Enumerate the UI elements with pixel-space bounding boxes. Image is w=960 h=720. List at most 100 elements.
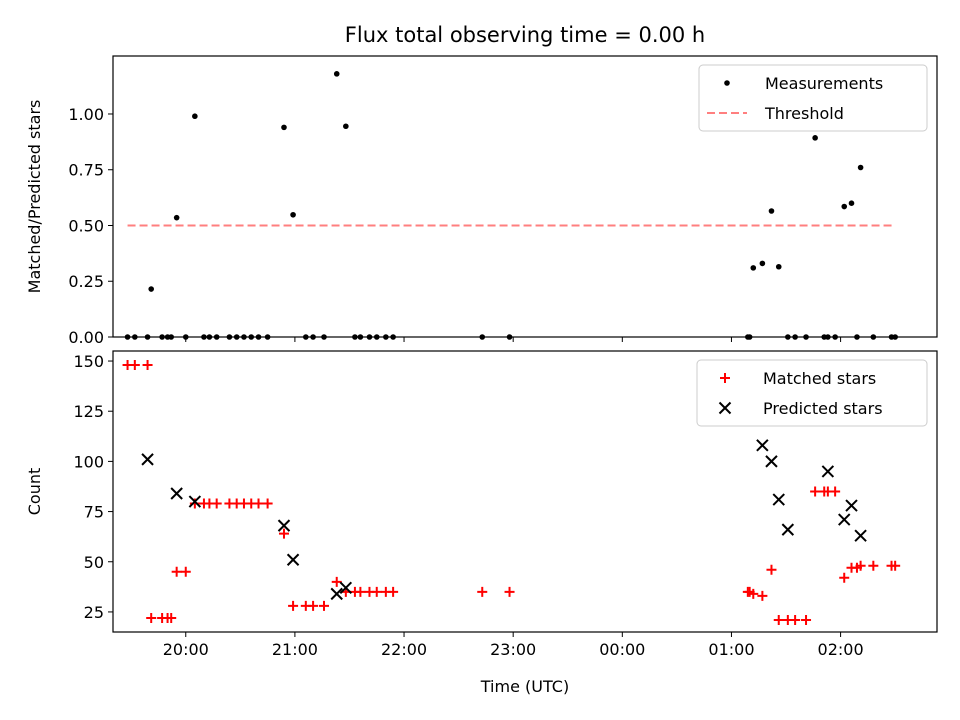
top-panel: 0.00 0.25 0.50 0.75 1.00 Matched/Predicted st… (25, 55, 938, 347)
measurement-point (746, 334, 753, 340)
matched-star-point (757, 590, 768, 601)
measurement-point (812, 135, 818, 141)
measurement-point (343, 123, 349, 130)
predicted-star-point (756, 439, 769, 452)
measurement-point (226, 334, 233, 340)
measurement-point (506, 334, 513, 340)
matched-star-point (855, 560, 866, 571)
measurement-point (785, 334, 791, 340)
measurement-point (857, 164, 864, 171)
measurement-point (281, 124, 287, 131)
matched-star-point (331, 576, 342, 587)
matched-star-point (129, 360, 140, 371)
predicted-star-point (765, 455, 778, 468)
measurement-point (383, 334, 389, 340)
measurement-point (213, 334, 220, 340)
y-axis-label: Count (25, 468, 44, 516)
measurement-point (248, 334, 255, 340)
matched-star-point (839, 572, 850, 583)
y-tick-label: 0.25 (68, 272, 104, 291)
matched-star-point (790, 614, 801, 625)
predicted-star-point (772, 493, 785, 506)
legend-measurement-swatch (724, 80, 730, 86)
matched-star-point (766, 564, 777, 575)
measurement-point (759, 260, 766, 267)
matched-star-point (773, 614, 784, 625)
y-tick-label: 125 (73, 402, 104, 421)
matched-star-point (146, 612, 157, 623)
measurement-point (124, 334, 131, 340)
predicted-star-point (141, 453, 154, 466)
x-tick-label: 01:00 (708, 640, 754, 659)
measurement-point (750, 265, 757, 271)
y-tick-label: 50 (84, 553, 104, 572)
measurement-point (825, 334, 831, 340)
matched-star-point (262, 498, 273, 509)
measurement-point (255, 334, 262, 340)
measurement-point (303, 334, 309, 340)
bottom-panel: 20:00 21:00 22:00 23:00 00:00 01:00 02:00 25 50 7… (25, 350, 938, 696)
matched-star-point (830, 486, 841, 497)
measurement-point (792, 334, 798, 340)
figure-title: Flux total observing time = 0.00 h (345, 23, 705, 47)
y-tick-label: 100 (73, 452, 104, 471)
measurement-point (144, 334, 151, 340)
matched-star-point (477, 586, 488, 597)
matched-star-point (166, 612, 177, 623)
matched-star-point (142, 360, 153, 371)
y-tick-label: 150 (73, 352, 104, 371)
measurement-point (870, 334, 877, 340)
measurement-point (854, 334, 860, 340)
matched-star-point (801, 614, 812, 625)
predicted-star-point (188, 495, 202, 508)
legend-box (698, 64, 928, 132)
matched-star-point (253, 498, 264, 509)
y-tick-label: 25 (84, 603, 104, 622)
y-tick-label: 75 (84, 503, 104, 522)
measurement-point (206, 334, 213, 340)
measurement-point (366, 334, 373, 340)
measurement-point (832, 334, 838, 340)
measurement-point (390, 334, 396, 340)
predicted-star-point (845, 499, 858, 512)
matched-star-point (504, 586, 515, 597)
measurement-point (892, 334, 898, 340)
y-tick-label: 1.00 (68, 105, 104, 124)
measurement-point (310, 334, 316, 340)
legend-label: Matched stars (763, 369, 876, 388)
x-tick-label: 22:00 (381, 640, 427, 659)
predicted-star-point (170, 487, 183, 500)
matched-star-point (388, 586, 399, 597)
measurement-point (201, 334, 207, 340)
matched-star-point (868, 560, 879, 571)
predicted-star-point (821, 465, 835, 478)
measurement-point (848, 200, 855, 206)
matched-star-point (890, 560, 901, 571)
measurement-point (321, 334, 327, 340)
y-axis-label: Matched/Predicted stars (25, 100, 44, 294)
predicted-star-point (838, 513, 851, 526)
predicted-star-point (330, 587, 343, 601)
legend-box (696, 359, 928, 427)
matched-star-point (308, 600, 319, 611)
legend-matched-swatch (720, 373, 730, 383)
matched-star-point (180, 566, 191, 577)
x-tick-label: 23:00 (490, 640, 536, 659)
measurement-point (132, 334, 138, 340)
x-tick-label: 02:00 (818, 640, 864, 659)
plot-frame (112, 55, 938, 338)
measurement-point (159, 334, 165, 340)
matched-star-point (371, 586, 382, 597)
y-tick-label: 0.00 (68, 328, 104, 347)
measurement-point (182, 334, 189, 340)
matched-star-point (211, 498, 222, 509)
measurement-point (373, 334, 380, 340)
y-tick-label: 0.50 (68, 216, 104, 235)
matched-star-point (748, 588, 759, 599)
measurement-point (241, 334, 247, 340)
measurement-point (192, 113, 198, 120)
x-tick-label: 20:00 (163, 640, 209, 659)
matched-star-point (288, 600, 299, 611)
measurement-point (352, 334, 358, 340)
